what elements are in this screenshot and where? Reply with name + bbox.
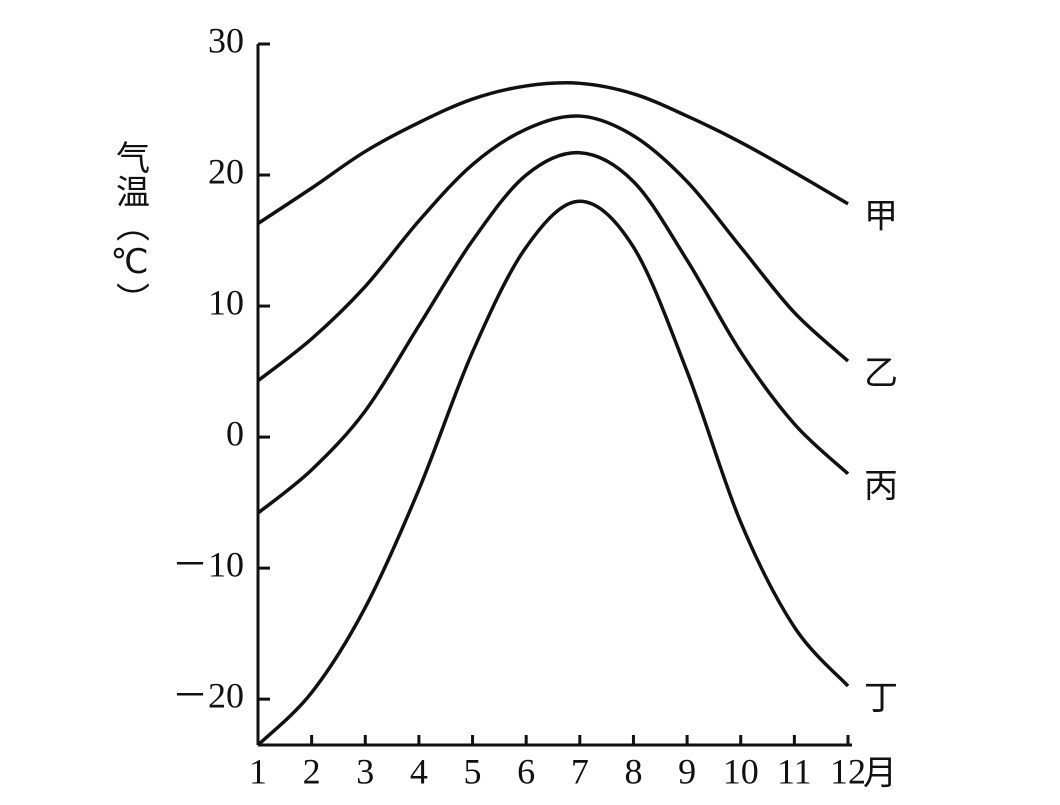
y-tick-label: －20: [172, 675, 244, 715]
x-tick-label: 9: [678, 751, 696, 791]
y-tick-label: 10: [208, 282, 244, 322]
x-axis-label: 月: [863, 754, 897, 794]
x-tick-label: 8: [624, 751, 642, 791]
x-tick-label: 1: [249, 751, 267, 791]
line: [257, 81, 849, 225]
x-tick-label: 2: [303, 751, 321, 791]
y-tick-label: 0: [226, 413, 244, 453]
x-tick-label: 5: [464, 751, 482, 791]
x-tick-label: 10: [723, 751, 759, 791]
x-tick-label: 4: [410, 751, 428, 791]
series-label: 甲: [864, 196, 898, 236]
y-tick-label: 30: [208, 20, 244, 60]
line: [256, 199, 850, 747]
x-tick-label: 3: [356, 751, 374, 791]
series-label: 丁: [864, 679, 898, 719]
line: [256, 150, 850, 515]
y-tick-label: 20: [208, 151, 244, 191]
x-tick-label: 7: [571, 751, 589, 791]
line: [256, 114, 850, 383]
series-label: 乙: [864, 354, 898, 394]
x-tick-label: 6: [517, 751, 535, 791]
series-label: 丙: [864, 466, 898, 506]
x-tick-label: 11: [777, 751, 812, 791]
x-tick-label: 12: [830, 751, 866, 791]
y-tick-label: －10: [172, 544, 244, 584]
y-axis-label: 气温（℃）: [110, 140, 150, 316]
